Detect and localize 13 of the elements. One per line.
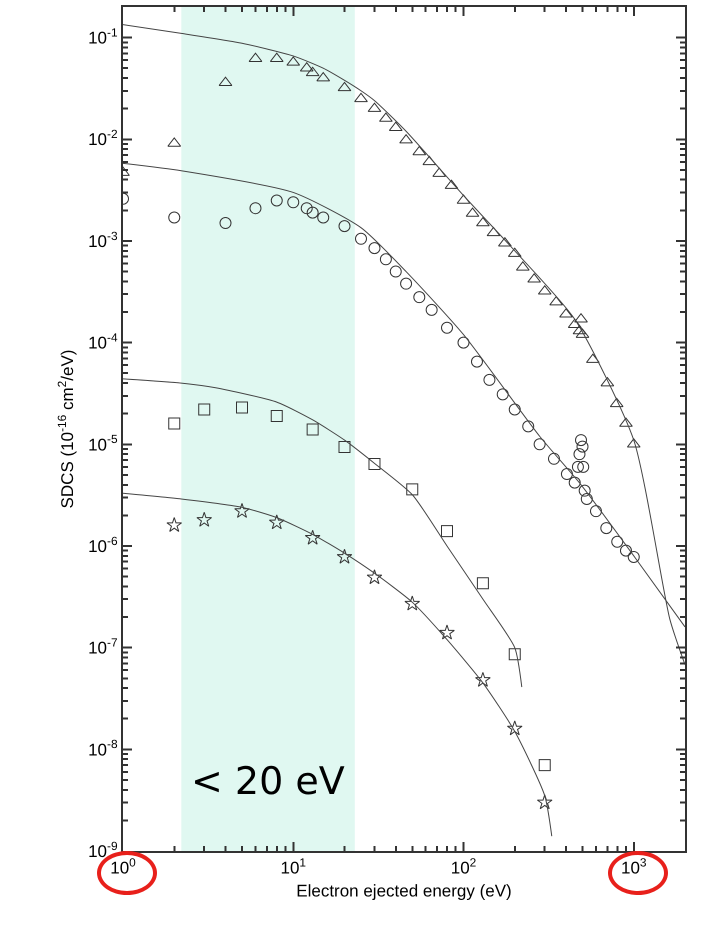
y-tick-label: 10$^{-7}$ [88,635,118,658]
y-tick-label: 10$^{-3}$ [88,228,118,251]
x-tick-label: 10$^{3}$ [620,855,647,878]
x-axis-title: Electron ejected energy (eV) [296,881,512,900]
annotation: < 20 eV [191,759,345,803]
y-tick-label: 10$^{-1}$ [88,25,118,48]
y-tick-label: 10$^{-2}$ [88,127,118,150]
y-tick-label: 10$^{-6}$ [88,534,118,556]
y-tick-label: 10$^{-8}$ [88,737,118,760]
x-tick-label: 10$^{1}$ [280,855,306,878]
y-tick-label: 10$^{-4}$ [88,330,118,353]
x-tick-label: 10$^{2}$ [450,855,477,878]
y-tick-label: 10$^{-5}$ [88,432,118,454]
